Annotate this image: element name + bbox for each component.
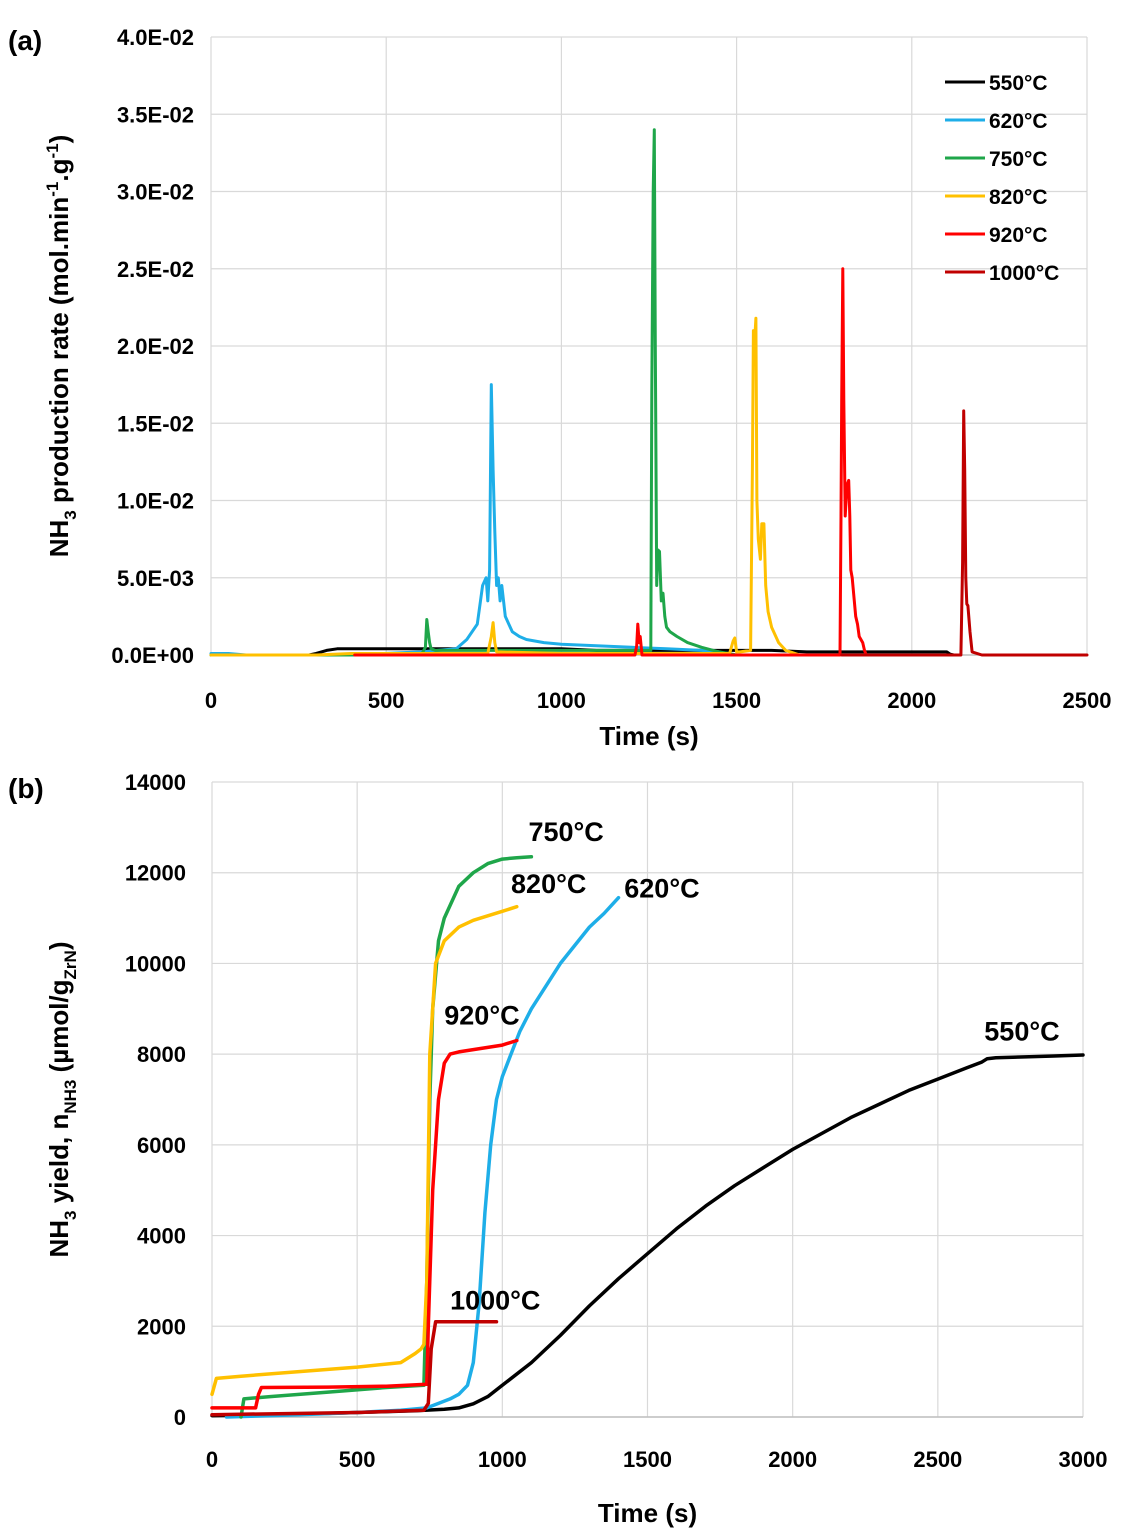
y-tick-label: 2.5E-02 <box>117 257 194 282</box>
curve-label: 620°C <box>624 874 699 904</box>
curve-label: 550°C <box>984 1017 1059 1047</box>
y-tick-label: 14000 <box>125 770 186 795</box>
x-axis-title: Time (s) <box>599 721 698 751</box>
series-line-820C <box>210 904 519 1397</box>
series-line-820C <box>209 316 802 657</box>
legend-entry: 550°C <box>989 72 1048 95</box>
x-tick-label: 0 <box>205 688 217 713</box>
curve-label: 920°C <box>444 1001 519 1031</box>
x-axis-title: Time (s) <box>598 1498 697 1528</box>
y-tick-label: 3.0E-02 <box>117 180 194 205</box>
legend-entry: 620°C <box>989 110 1048 133</box>
series-line-1000C <box>210 1320 499 1417</box>
y-tick-label: 1.5E-02 <box>117 411 194 436</box>
panel-label: (a) <box>8 25 42 56</box>
y-axis-title: NH3 yield, nNH3 (µmol/gZrN) <box>44 941 80 1257</box>
series-line-750C <box>209 128 739 657</box>
x-tick-label: 2500 <box>1063 688 1112 713</box>
x-tick-label: 2000 <box>768 1447 817 1472</box>
x-tick-label: 1000 <box>478 1447 527 1472</box>
x-tick-label: 3000 <box>1059 1447 1108 1472</box>
series-line-550C <box>210 1053 1085 1418</box>
y-tick-label: 4.0E-02 <box>117 25 194 50</box>
y-tick-label: 1.0E-02 <box>117 489 194 514</box>
x-tick-label: 500 <box>368 688 405 713</box>
y-tick-label: 4000 <box>137 1224 186 1249</box>
y-tick-label: 6000 <box>137 1133 186 1158</box>
curve-label: 1000°C <box>450 1286 540 1316</box>
x-tick-label: 500 <box>339 1447 376 1472</box>
series-line-920C <box>210 1038 519 1410</box>
curve-label: 750°C <box>528 817 603 847</box>
x-tick-label: 2500 <box>913 1447 962 1472</box>
y-tick-label: 5.0E-03 <box>117 566 194 591</box>
panel-b-chart: (b) 0 2000 4000 6000 8000 10000 12000 14000 0 500 1… <box>8 770 1107 1528</box>
y-tick-label: 0.0E+00 <box>111 643 194 668</box>
panel-a-chart: (a) 0.0E+00 5.0E-03 1.0E-02 1.5E-02 2.0E-02 2.… <box>8 25 1111 751</box>
y-tick-label: 8000 <box>137 1042 186 1067</box>
x-tick-label: 1000 <box>537 688 586 713</box>
series-line-1000C <box>840 409 1089 657</box>
x-tick-label: 1500 <box>623 1447 672 1472</box>
x-tick-label: 0 <box>206 1447 218 1472</box>
y-tick-label: 12000 <box>125 861 186 886</box>
x-tick-label: 1500 <box>712 688 761 713</box>
series-line-920C <box>353 267 868 657</box>
legend-entry: 750°C <box>989 148 1048 171</box>
y-tick-label: 2.0E-02 <box>117 334 194 359</box>
y-tick-label: 10000 <box>125 951 186 976</box>
y-tick-label: 3.5E-02 <box>117 102 194 127</box>
panel-label: (b) <box>8 773 44 804</box>
series-line-750C <box>239 855 534 1419</box>
y-tick-label: 2000 <box>137 1314 186 1339</box>
y-axis-title: NH3 production rate (mol.min-1.g-1) <box>43 135 80 558</box>
legend-entry: 1000°C <box>989 262 1059 285</box>
legend-entry: 920°C <box>989 224 1048 247</box>
x-tick-label: 2000 <box>887 688 936 713</box>
y-tick-label: 0 <box>174 1405 186 1430</box>
curve-label: 820°C <box>511 869 586 899</box>
legend-entry: 820°C <box>989 186 1048 209</box>
